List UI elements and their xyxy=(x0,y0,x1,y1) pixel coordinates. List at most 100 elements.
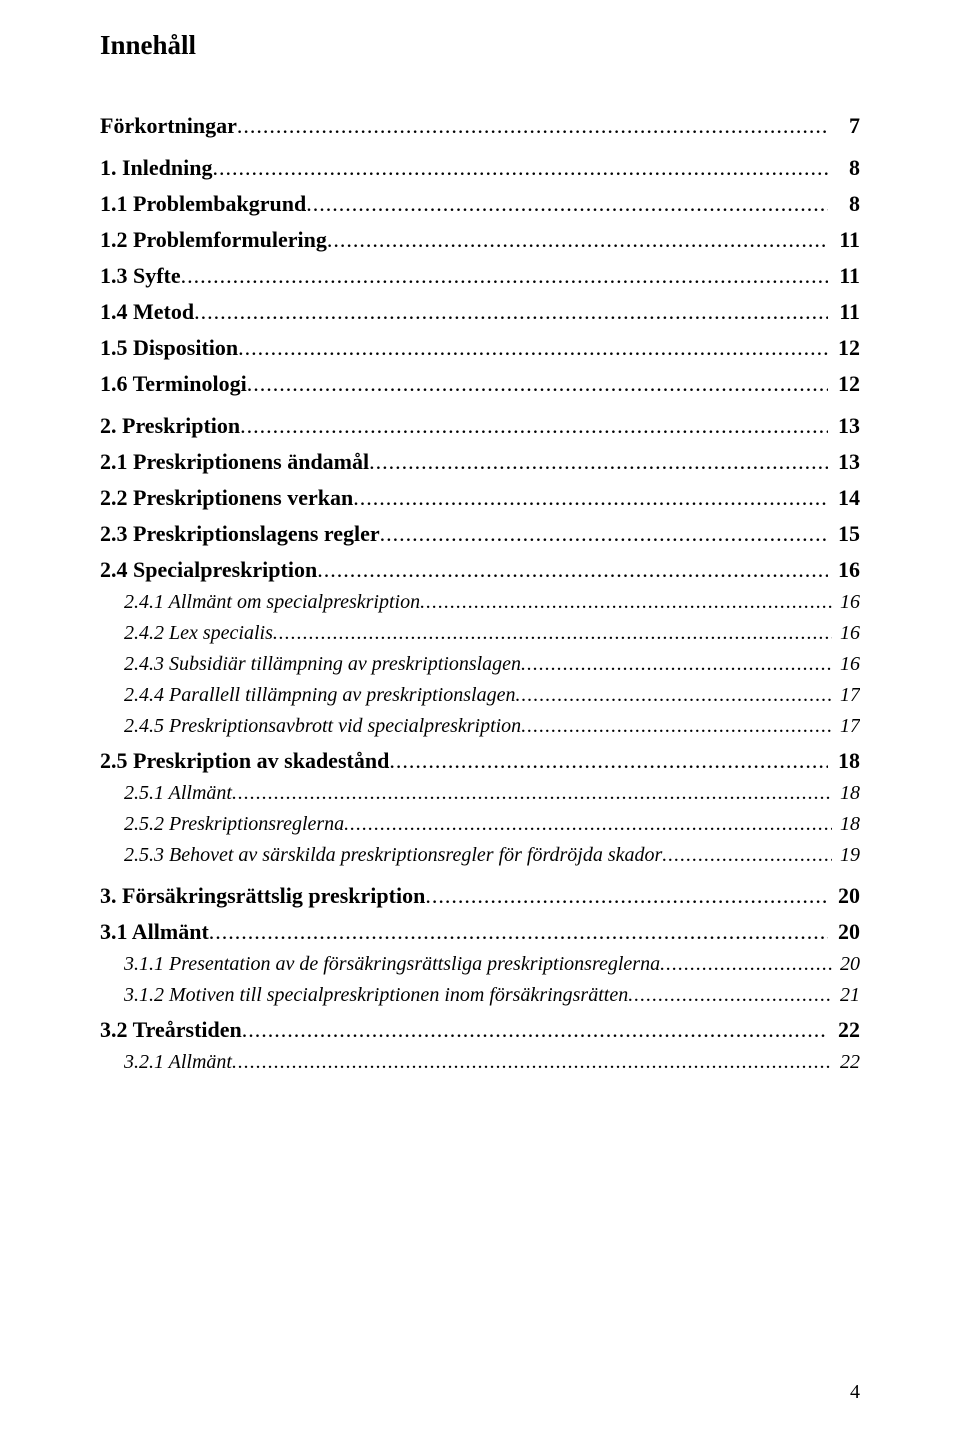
toc-leader-dots xyxy=(194,299,828,325)
toc-entry-label: 2.4.5 Preskriptionsavbrott vid specialpr… xyxy=(124,715,521,738)
toc-entry-page: 18 xyxy=(832,782,860,805)
toc-entry: 3.1.2 Motiven till specialpreskriptionen… xyxy=(100,984,860,1007)
toc-entry: 2.1 Preskriptionens ändamål 13 xyxy=(100,449,860,475)
toc-leader-dots xyxy=(353,485,828,511)
toc-entry: 1. Inledning 8 xyxy=(100,155,860,181)
toc-entry-page: 12 xyxy=(828,371,860,397)
toc-leader-dots xyxy=(317,557,828,583)
toc-leader-dots xyxy=(380,521,828,547)
toc-entry-label: 2.4.3 Subsidiär tillämpning av preskript… xyxy=(124,653,521,676)
toc-entry-page: 11 xyxy=(828,299,860,325)
toc-entry-page: 19 xyxy=(832,844,860,867)
toc-entry-page: 18 xyxy=(828,748,860,774)
toc-entry: 2.5 Preskription av skadestånd 18 xyxy=(100,748,860,774)
toc-entry: 1.2 Problemformulering 11 xyxy=(100,227,860,253)
toc-entry: 1.5 Disposition 12 xyxy=(100,335,860,361)
toc-entry: 2.5.1 Allmänt 18 xyxy=(100,782,860,805)
toc-leader-dots xyxy=(181,263,828,289)
toc-entry: 1.1 Problembakgrund 8 xyxy=(100,191,860,217)
toc-entry-page: 18 xyxy=(832,813,860,836)
toc-entry-label: 1.4 Metod xyxy=(100,299,194,325)
toc-entry-page: 17 xyxy=(832,715,860,738)
toc-entry: 2.5.3 Behovet av särskilda preskriptions… xyxy=(100,844,860,867)
toc-entry-page: 14 xyxy=(828,485,860,511)
toc-entry-label: 2.4.1 Allmänt om specialpreskription xyxy=(124,591,420,614)
toc-leader-dots xyxy=(232,782,832,805)
toc-entry-label: 2.1 Preskriptionens ändamål xyxy=(100,449,369,475)
toc-entry: 2.4 Specialpreskription 16 xyxy=(100,557,860,583)
toc-entry: 3.2 Treårstiden 22 xyxy=(100,1017,860,1043)
toc-entry: 3.2.1 Allmänt 22 xyxy=(100,1051,860,1074)
toc-entry-page: 11 xyxy=(828,263,860,289)
toc-entry-label: Förkortningar xyxy=(100,113,237,139)
toc-entry-label: 1.3 Syfte xyxy=(100,263,181,289)
toc-leader-dots xyxy=(237,113,828,139)
toc-entry-label: 1.5 Disposition xyxy=(100,335,238,361)
toc-leader-dots xyxy=(521,653,832,676)
toc-entry-label: 1.1 Problembakgrund xyxy=(100,191,306,217)
toc-entry: 1.6 Terminologi 12 xyxy=(100,371,860,397)
toc-entry-page: 8 xyxy=(828,155,860,181)
toc-leader-dots xyxy=(247,371,828,397)
toc-entry-label: 3.2 Treårstiden xyxy=(100,1017,242,1043)
toc-entry-label: 2.4 Specialpreskription xyxy=(100,557,317,583)
toc-leader-dots xyxy=(521,715,832,738)
toc-leader-dots xyxy=(425,883,828,909)
toc-entry: 2.2 Preskriptionens verkan 14 xyxy=(100,485,860,511)
toc-entry-page: 16 xyxy=(832,622,860,645)
toc-entry: 3.1.1 Presentation av de försäkringsrätt… xyxy=(100,953,860,976)
toc-entry-label: 3.1 Allmänt xyxy=(100,919,209,945)
toc-leader-dots xyxy=(660,953,832,976)
toc-entry-page: 7 xyxy=(828,113,860,139)
toc-entry: 3. Försäkringsrättslig preskription 20 xyxy=(100,883,860,909)
toc-leader-dots xyxy=(273,622,832,645)
toc-leader-dots xyxy=(420,591,832,614)
toc-entry-label: 3.1.1 Presentation av de försäkringsrätt… xyxy=(124,953,660,976)
toc-entry-page: 22 xyxy=(832,1051,860,1074)
toc-entry: 2.4.5 Preskriptionsavbrott vid specialpr… xyxy=(100,715,860,738)
toc-leader-dots xyxy=(344,813,832,836)
toc-leader-dots xyxy=(238,335,828,361)
toc-leader-dots xyxy=(515,684,832,707)
toc-leader-dots xyxy=(628,984,832,1007)
toc-entry: 2.4.2 Lex specialis 16 xyxy=(100,622,860,645)
toc-entry-page: 17 xyxy=(832,684,860,707)
toc-entry: Förkortningar 7 xyxy=(100,113,860,139)
toc-leader-dots xyxy=(242,1017,828,1043)
toc-entry-label: 3.2.1 Allmänt xyxy=(124,1051,232,1074)
toc-leader-dots xyxy=(662,844,832,867)
toc-entry-page: 16 xyxy=(832,653,860,676)
toc-entry: 2.5.2 Preskriptionsreglerna 18 xyxy=(100,813,860,836)
toc-leader-dots xyxy=(209,919,828,945)
toc-entry-page: 16 xyxy=(828,557,860,583)
toc-entry-page: 13 xyxy=(828,413,860,439)
toc-entry-label: 2.4.2 Lex specialis xyxy=(124,622,273,645)
toc-entry-page: 11 xyxy=(828,227,860,253)
toc-entry-page: 15 xyxy=(828,521,860,547)
toc-entry: 2.4.3 Subsidiär tillämpning av preskript… xyxy=(100,653,860,676)
toc-entry-page: 20 xyxy=(828,883,860,909)
toc-entry-label: 2.2 Preskriptionens verkan xyxy=(100,485,353,511)
toc-entry-label: 3. Försäkringsrättslig preskription xyxy=(100,883,425,909)
toc-entry-label: 1.6 Terminologi xyxy=(100,371,247,397)
toc-entry-label: 2.3 Preskriptionslagens regler xyxy=(100,521,380,547)
toc-leader-dots xyxy=(240,413,828,439)
toc-leader-dots xyxy=(232,1051,832,1074)
toc-entry: 2.4.4 Parallell tillämpning av preskript… xyxy=(100,684,860,707)
toc-entry-page: 12 xyxy=(828,335,860,361)
toc-entry-page: 8 xyxy=(828,191,860,217)
toc-entry: 2. Preskription 13 xyxy=(100,413,860,439)
toc-entry-page: 21 xyxy=(832,984,860,1007)
toc-entry-page: 20 xyxy=(832,953,860,976)
toc-entry: 1.4 Metod 11 xyxy=(100,299,860,325)
toc-entry-label: 2. Preskription xyxy=(100,413,240,439)
toc-entry-label: 2.5.3 Behovet av särskilda preskriptions… xyxy=(124,844,662,867)
toc-entry-page: 22 xyxy=(828,1017,860,1043)
page-number: 4 xyxy=(850,1381,860,1404)
toc-entry-label: 2.5.1 Allmänt xyxy=(124,782,232,805)
toc-leader-dots xyxy=(369,449,828,475)
toc-leader-dots xyxy=(389,748,828,774)
toc-entry: 2.3 Preskriptionslagens regler 15 xyxy=(100,521,860,547)
toc-leader-dots xyxy=(327,227,828,253)
page-title: Innehåll xyxy=(100,30,860,61)
